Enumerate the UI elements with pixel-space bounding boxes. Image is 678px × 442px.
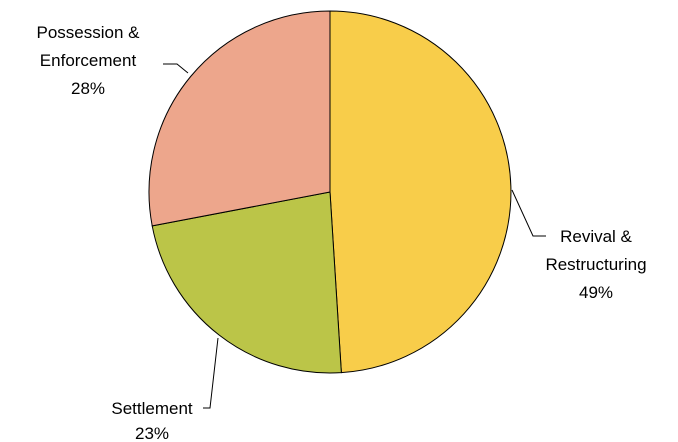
slice-name-line-1: Settlement — [111, 399, 193, 418]
slice-label-revival: Revival & Restructuring 49% — [545, 227, 646, 302]
pie-slice-revival-restructuring — [329, 10, 512, 374]
slice-value-label: 28% — [71, 79, 105, 98]
leader-line-revival — [511, 189, 546, 237]
pie-slice-settlement — [151, 191, 342, 374]
slice-value-label: 23% — [135, 424, 169, 442]
slice-name-line-2: Enforcement — [40, 51, 137, 70]
slice-name-line-1: Revival & — [560, 227, 632, 246]
leader-lines — [163, 63, 546, 409]
pie-slices — [148, 10, 512, 374]
slice-label-settlement: Settlement 23% — [111, 399, 193, 442]
slice-value-label: 49% — [579, 283, 613, 302]
leader-line-possession — [163, 63, 189, 74]
slice-name-line-1: Possession & — [37, 23, 141, 42]
slice-label-possession: Possession & Enforcement 28% — [37, 23, 141, 98]
leader-line-settlement — [203, 337, 219, 409]
pie-slice-possession-enforcement — [148, 10, 331, 227]
slice-name-line-2: Restructuring — [545, 255, 646, 274]
